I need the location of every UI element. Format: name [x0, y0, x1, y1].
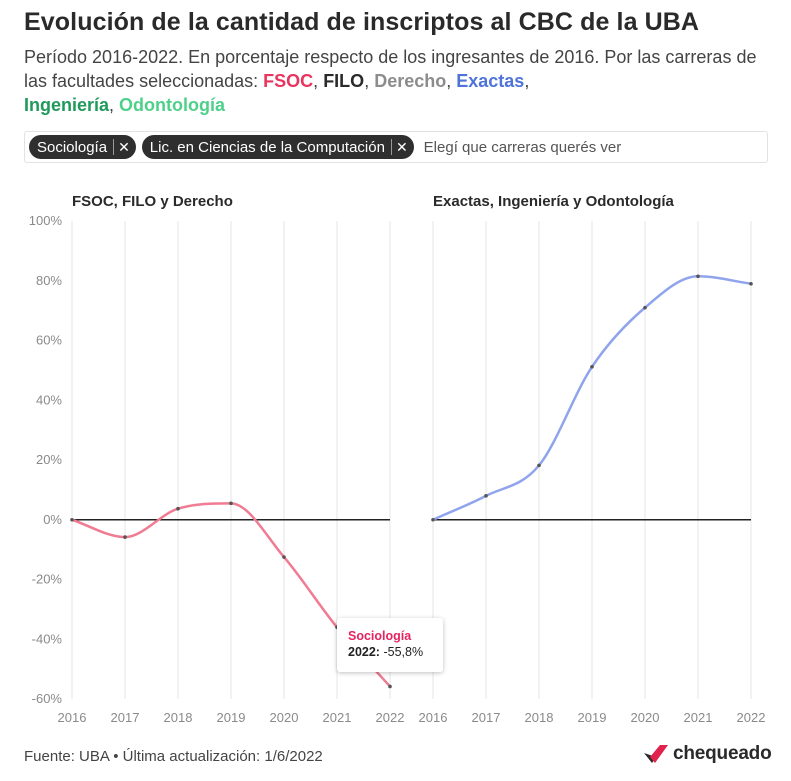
chip-divider [113, 139, 115, 155]
faculty-odontologia: Odontología [119, 95, 226, 115]
y-tick-label: -20% [32, 572, 63, 587]
data-point [643, 305, 647, 310]
y-tick-label: 60% [36, 333, 62, 348]
chip-computacion: Lic. en Ciencias de la Computación ✕ [141, 135, 414, 159]
filter-input-placeholder[interactable]: Elegí que carreras querés ver [423, 138, 622, 156]
x-tick-label: 2020 [631, 710, 660, 725]
data-point [537, 463, 541, 468]
chip-label: Sociología [37, 138, 108, 156]
data-point [431, 517, 435, 522]
data-point [282, 555, 286, 559]
x-tick-label: 2019 [217, 710, 246, 725]
y-tick-label: 40% [36, 392, 62, 407]
data-point [749, 281, 753, 286]
y-tick-label: 80% [36, 273, 62, 288]
source-footer: Fuente: UBA • Última actualización: 1/6/… [24, 748, 323, 765]
close-icon[interactable]: ✕ [395, 138, 408, 155]
data-point [696, 274, 700, 279]
panel-title-left: FSOC, FILO y Derecho [72, 193, 233, 210]
y-tick-label: 0% [43, 512, 62, 527]
x-tick-label: 2017 [472, 710, 501, 725]
chart-title: Evolución de la cantidad de inscriptos a… [24, 8, 700, 36]
data-point [388, 684, 392, 689]
faculty-exactas: Exactas [456, 71, 525, 91]
subtitle-separator: , [109, 95, 120, 115]
y-tick-label: -40% [32, 631, 63, 646]
x-tick-label: 2022 [737, 710, 766, 725]
data-point [176, 506, 180, 511]
data-point [229, 501, 233, 506]
subtitle-text: Período 2016-2022. En porcentaje respect… [24, 47, 757, 91]
brand-name: chequeado [673, 743, 772, 764]
x-tick-label: 2017 [111, 710, 140, 725]
faculty-filo: FILO [323, 71, 365, 91]
x-tick-label: 2021 [684, 710, 713, 725]
x-tick-label: 2018 [164, 710, 193, 725]
data-point [123, 535, 127, 539]
data-point [484, 494, 488, 498]
x-tick-label: 2020 [270, 710, 299, 725]
faculty-fsoc: FSOC [263, 71, 314, 91]
close-icon[interactable]: ✕ [118, 138, 130, 155]
y-tick-label: 20% [36, 452, 62, 467]
faculty-ingenieria: Ingeniería [24, 95, 110, 115]
x-tick-label: 2022 [376, 710, 405, 725]
subtitle-separator: , [446, 71, 457, 91]
career-filter[interactable]: Sociología ✕ Lic. en Ciencias de la Comp… [24, 131, 768, 163]
tooltip-series: Sociología [348, 629, 412, 643]
tooltip-year: 2022: [348, 645, 380, 659]
panel-title-right: Exactas, Ingeniería y Odontología [433, 193, 674, 210]
chequeado-logo-icon [644, 745, 668, 763]
faculty-derecho: Derecho [374, 71, 447, 91]
y-tick-label: 100% [29, 213, 63, 228]
chip-sociologia: Sociología ✕ [29, 135, 136, 159]
tooltip: Sociología 2022: -55,8% [337, 618, 443, 672]
x-tick-label: 2021 [323, 710, 352, 725]
y-tick-label: -60% [32, 691, 63, 706]
x-tick-label: 2016 [58, 710, 87, 725]
subtitle-separator: , [524, 71, 530, 91]
brand-logo[interactable]: chequeado [642, 743, 772, 765]
chart-subtitle: Período 2016-2022. En porcentaje respect… [24, 45, 774, 117]
x-tick-label: 2016 [419, 710, 448, 725]
subtitle-separator: , [364, 71, 375, 91]
chip-label: Lic. en Ciencias de la Computación [149, 138, 385, 156]
x-tick-label: 2018 [525, 710, 554, 725]
data-point [70, 517, 74, 522]
chip-divider [390, 139, 392, 155]
data-point [590, 364, 594, 369]
subtitle-separator: , [313, 71, 324, 91]
x-tick-label: 2019 [578, 710, 607, 725]
tooltip-value: -55,8% [383, 645, 424, 659]
